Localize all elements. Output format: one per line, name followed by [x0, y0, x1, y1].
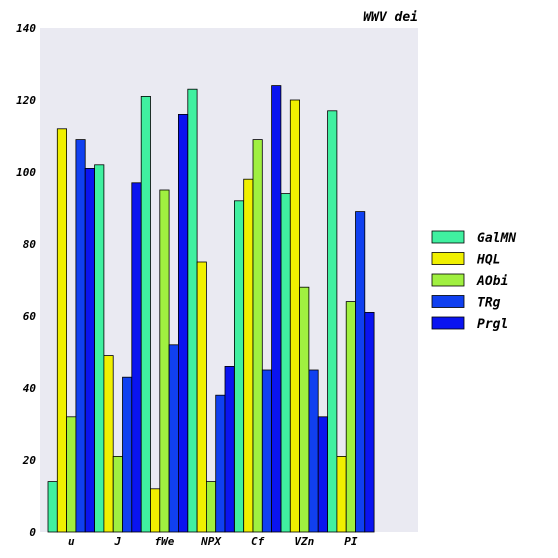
x-tick-label: fWe: [154, 535, 174, 548]
bar-HQL-Cf: [243, 178, 254, 533]
y-tick-label: 20: [22, 454, 37, 467]
bar-Prgl-VZn: [317, 416, 328, 533]
y-tick-label: 40: [23, 382, 37, 395]
legend-label: HQL: [476, 253, 500, 268]
y-tick-label: 80: [23, 238, 37, 251]
bar-Prgl-NPX: [224, 365, 235, 533]
bar-Prgl-J: [131, 182, 142, 533]
bar-TRg-fWe: [168, 344, 179, 533]
bar-Prgl-fWe: [177, 114, 189, 533]
legend: GalMN HQL AObi TRg Prgl: [431, 230, 516, 332]
y-tick-label: 140: [16, 22, 36, 35]
bar-GalMN-NPX: [187, 88, 198, 533]
bar-TRg-VZn: [308, 369, 319, 533]
bar-GalMN-VZn: [280, 193, 291, 533]
y-tick-label: 60: [23, 310, 37, 323]
bar-TRg-J: [122, 376, 133, 533]
bar-GalMN-fWe: [140, 96, 151, 533]
bar-TRg-PI: [355, 211, 366, 533]
bar-GalMN-Cf: [233, 200, 245, 533]
bar-Prgl-u: [84, 167, 95, 533]
legend-label: Prgl: [477, 317, 508, 332]
legend-label: GalMN: [477, 231, 516, 246]
bar-TRg-NPX: [215, 394, 226, 533]
bar-AObi-VZn: [299, 286, 310, 533]
bar-HQL-fWe: [150, 488, 161, 533]
bar-Prgl-Cf: [271, 85, 282, 533]
bar-HQL-NPX: [196, 261, 207, 533]
bar-GalMN-u: [47, 481, 58, 533]
x-tick-label: J: [113, 535, 121, 548]
bar-AObi-Cf: [252, 139, 263, 533]
x-tick-label: u: [68, 535, 75, 548]
bar-AObi-J: [112, 455, 123, 533]
y-tick-label: 100: [16, 166, 36, 179]
y-tick-label: 0: [29, 526, 36, 539]
bar-AObi-PI: [345, 301, 356, 533]
bar-HQL-PI: [336, 455, 347, 533]
x-tick-label: PI: [344, 535, 358, 548]
bar-HQL-u: [56, 128, 67, 533]
x-tick-label: Cf: [251, 535, 265, 548]
x-tick-label: VZn: [294, 535, 314, 548]
bar-TRg-u: [75, 139, 86, 533]
bar-HQL-J: [103, 355, 114, 533]
bar-AObi-fWe: [159, 189, 170, 533]
bar-TRg-Cf: [261, 369, 272, 533]
legend-label: TRg: [477, 296, 501, 311]
chart-title: WWV dei: [363, 10, 418, 25]
bar-Prgl-PI: [364, 311, 375, 533]
legend-swatch-TRg: [431, 295, 465, 308]
legend-label: AObi: [476, 274, 508, 289]
legend-swatch-HQL: [431, 252, 465, 265]
legend-swatch-Prgl: [431, 316, 465, 330]
y-tick-label: 120: [16, 94, 36, 107]
bar-GalMN-J: [94, 164, 105, 533]
x-tick-label: NPX: [200, 535, 222, 548]
bar-AObi-NPX: [205, 481, 217, 533]
legend-swatch-AObi: [431, 273, 465, 287]
bar-HQL-VZn: [289, 99, 300, 533]
legend-swatch-GalMN: [431, 230, 465, 244]
bar-GalMN-PI: [327, 110, 338, 533]
bar-AObi-u: [66, 416, 77, 533]
